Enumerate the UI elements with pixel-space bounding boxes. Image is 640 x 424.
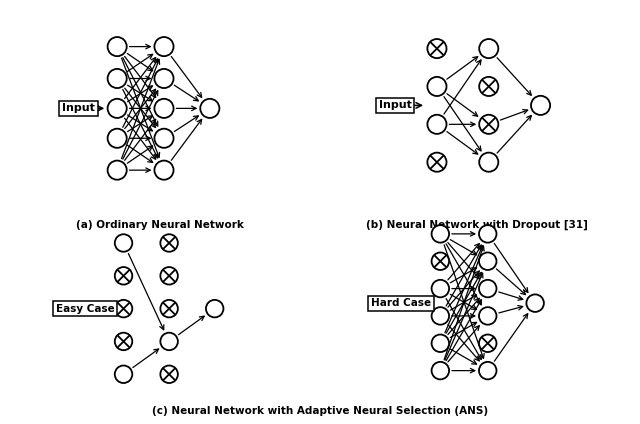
- Circle shape: [479, 252, 497, 270]
- Circle shape: [431, 335, 449, 352]
- Circle shape: [428, 115, 447, 134]
- Circle shape: [479, 280, 497, 297]
- Circle shape: [479, 153, 499, 172]
- Circle shape: [206, 300, 223, 318]
- Circle shape: [431, 362, 449, 379]
- Circle shape: [431, 307, 449, 325]
- Circle shape: [428, 39, 447, 58]
- Circle shape: [161, 365, 178, 383]
- Circle shape: [479, 307, 497, 325]
- Circle shape: [479, 77, 499, 96]
- Circle shape: [115, 333, 132, 350]
- Circle shape: [431, 252, 449, 270]
- Circle shape: [479, 335, 497, 352]
- Circle shape: [115, 267, 132, 285]
- Text: Input: Input: [62, 103, 95, 113]
- Text: (c) Neural Network with Adaptive Neural Selection (ANS): (c) Neural Network with Adaptive Neural …: [152, 405, 488, 416]
- Circle shape: [108, 37, 127, 56]
- Circle shape: [526, 294, 544, 312]
- Circle shape: [428, 153, 447, 172]
- Circle shape: [108, 161, 127, 180]
- Circle shape: [154, 37, 173, 56]
- Circle shape: [479, 362, 497, 379]
- Circle shape: [154, 69, 173, 88]
- Circle shape: [161, 234, 178, 252]
- Text: (a) Ordinary Neural Network: (a) Ordinary Neural Network: [76, 220, 244, 230]
- Circle shape: [154, 129, 173, 148]
- Circle shape: [479, 225, 497, 243]
- Circle shape: [108, 69, 127, 88]
- Circle shape: [108, 99, 127, 118]
- Circle shape: [200, 99, 220, 118]
- Text: Input: Input: [379, 100, 412, 110]
- Circle shape: [531, 96, 550, 115]
- Circle shape: [154, 99, 173, 118]
- Circle shape: [161, 333, 178, 350]
- Circle shape: [115, 234, 132, 252]
- Circle shape: [479, 115, 499, 134]
- Circle shape: [115, 365, 132, 383]
- Circle shape: [154, 161, 173, 180]
- Circle shape: [431, 225, 449, 243]
- Circle shape: [161, 267, 178, 285]
- Text: Easy Case: Easy Case: [56, 304, 115, 314]
- Circle shape: [115, 300, 132, 318]
- Circle shape: [108, 129, 127, 148]
- Circle shape: [161, 300, 178, 318]
- Circle shape: [479, 39, 499, 58]
- Circle shape: [431, 280, 449, 297]
- Text: (b) Neural Network with Dropout [31]: (b) Neural Network with Dropout [31]: [366, 220, 588, 230]
- Circle shape: [428, 77, 447, 96]
- Text: Hard Case: Hard Case: [371, 298, 431, 308]
